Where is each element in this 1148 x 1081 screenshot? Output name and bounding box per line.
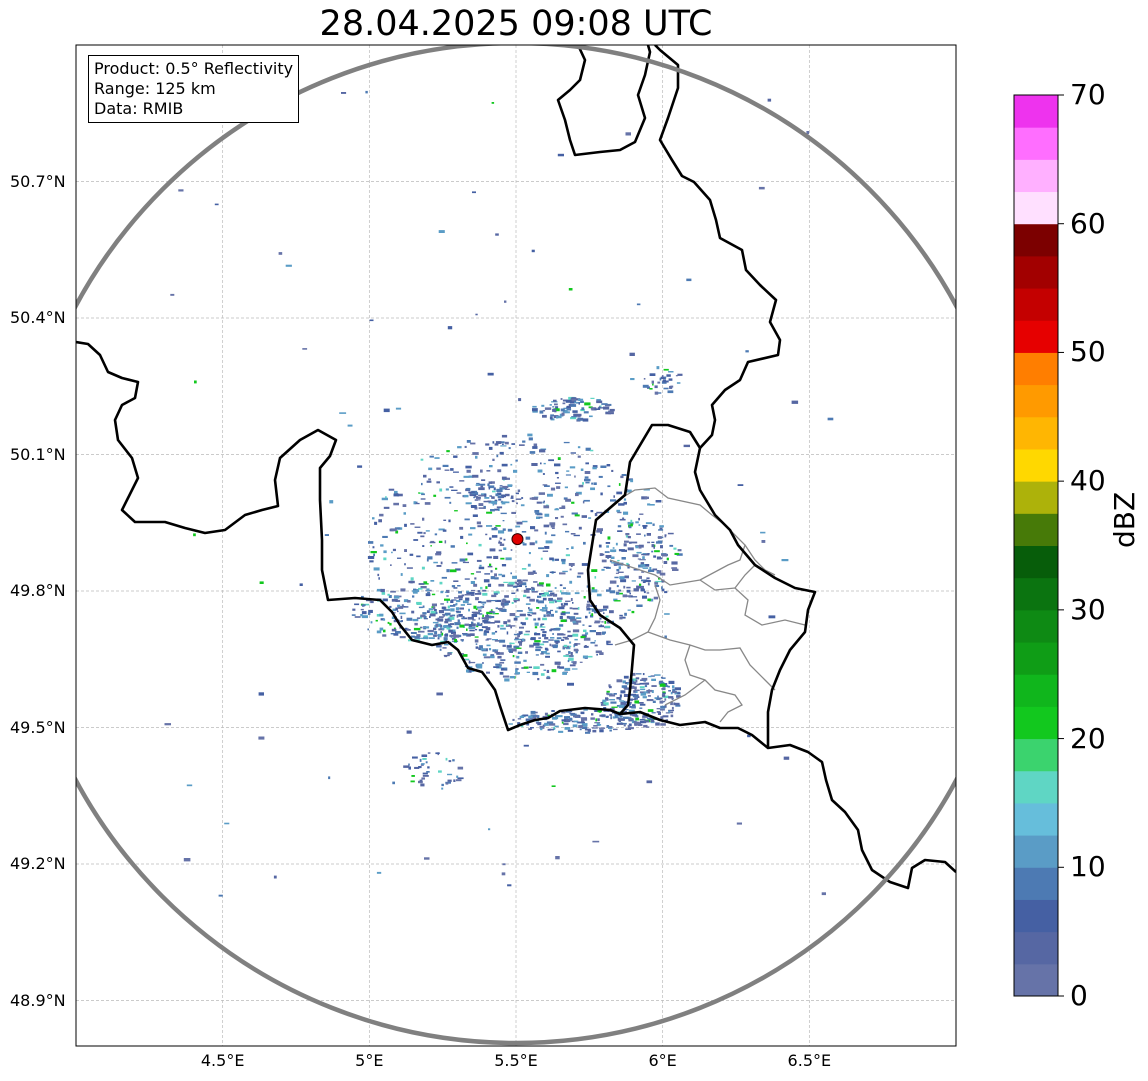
colorbar-segment (1014, 159, 1058, 193)
colorbar-segment (1014, 448, 1058, 482)
lon-tick-label: 6.5°E (787, 1051, 832, 1070)
colorbar-segment (1014, 191, 1058, 225)
colorbar-segment (1014, 674, 1058, 707)
colorbar-tick-label: 70 (1070, 78, 1106, 111)
colorbar-segment (1014, 255, 1058, 289)
colorbar-tick-label: 0 (1070, 979, 1088, 1012)
reflectivity-echoes (164, 90, 834, 897)
lat-tick-label: 49.2°N (10, 854, 66, 873)
colorbar-segment (1014, 609, 1058, 643)
colorbar-segment (1014, 416, 1058, 450)
colorbar-segment (1014, 320, 1058, 353)
lat-tick-label: 50.1°N (10, 444, 66, 464)
lat-tick-label: 50.7°N (10, 171, 66, 191)
colorbar-segment (1014, 95, 1058, 128)
colorbar-segment (1014, 127, 1058, 160)
range-ring (76, 45, 956, 1046)
colorbar-segment (1014, 931, 1058, 965)
lon-tick-label: 6°E (648, 1051, 677, 1070)
colorbar-frame (1013, 94, 1059, 997)
colorbar-segment (1014, 899, 1058, 933)
info-range: Range: 125 km (94, 79, 216, 98)
lon-tick-label: 5°E (355, 1051, 384, 1070)
lat-tick-label: 48.9°N (10, 990, 66, 1010)
colorbar-tick-label: 30 (1070, 592, 1106, 626)
colorbar-segment (1014, 577, 1058, 611)
colorbar-segment (1014, 642, 1058, 675)
colorbar-title: dBZ (1108, 491, 1141, 548)
colorbar-segment (1014, 706, 1058, 740)
colorbar-tick-label: 50 (1070, 335, 1106, 369)
map-title: 28.04.2025 09:08 UTC (319, 4, 713, 44)
colorbar-segment (1014, 770, 1058, 804)
lon-tick-label: 4.5°E (200, 1051, 245, 1070)
gridlines (76, 45, 956, 1046)
colorbar-tick-label: 40 (1070, 464, 1106, 498)
colorbar-segment (1014, 384, 1058, 418)
region-borders (594, 487, 806, 723)
colorbar-segment (1014, 835, 1058, 868)
info-box: Product: 0.5° Reflectivity Range: 125 km… (88, 55, 300, 123)
colorbar-segment (1014, 223, 1058, 257)
radar-site-marker (511, 533, 524, 546)
info-product: Product: 0.5° Reflectivity (94, 59, 294, 78)
lat-tick-label: 50.4°N (10, 308, 66, 327)
country-borders (76, 45, 956, 890)
colorbar-tick-label: 60 (1070, 206, 1106, 240)
lat-tick-label: 49.8°N (10, 581, 66, 600)
colorbar-segment (1014, 545, 1058, 579)
plot-frame (75, 44, 957, 1047)
colorbar-segment (1014, 352, 1058, 386)
colorbar-segment (1014, 963, 1058, 997)
colorbar-tick-label: 20 (1070, 721, 1106, 755)
colorbar-segment (1014, 867, 1058, 900)
lat-tick-label: 49.5°N (10, 717, 66, 737)
colorbar-segment (1014, 802, 1058, 836)
colorbar (1013, 94, 1064, 997)
colorbar-segment (1014, 738, 1058, 772)
info-data: Data: RMIB (94, 99, 184, 118)
colorbar-segment (1014, 513, 1058, 546)
lon-tick-label: 5.5°E (494, 1051, 538, 1070)
colorbar-segment (1014, 288, 1058, 321)
colorbar-segment (1014, 481, 1058, 514)
colorbar-tick-label: 10 (1070, 850, 1106, 884)
